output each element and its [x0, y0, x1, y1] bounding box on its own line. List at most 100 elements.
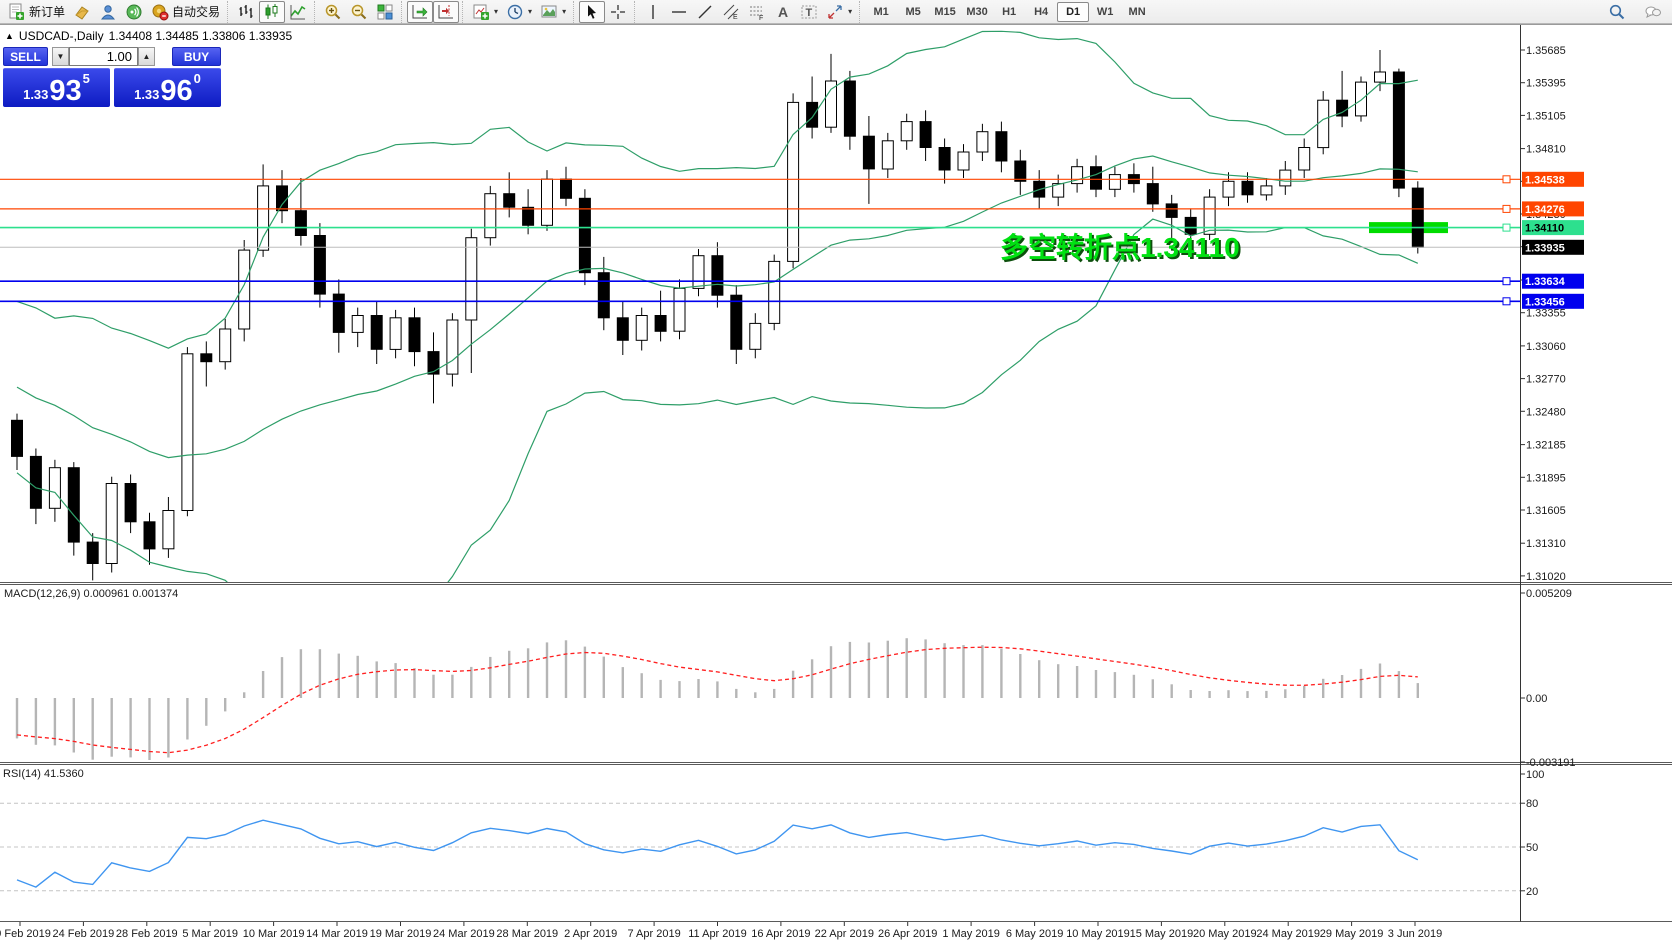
sell-price-box[interactable]: 1.33 93 5 — [3, 68, 110, 107]
sell-price-big: 93 — [49, 75, 82, 107]
cursor-button[interactable] — [579, 0, 606, 23]
bar-chart-button[interactable] — [233, 1, 259, 23]
toolbar-group — [227, 0, 311, 23]
toolbar-group — [401, 0, 460, 23]
sell-button[interactable]: SELL — [3, 47, 48, 66]
candlestick-chart-icon — [263, 3, 281, 21]
volume-field[interactable]: 1.00 — [69, 47, 138, 66]
equidistant-channel-button[interactable]: E — [718, 1, 744, 23]
price-axis[interactable]: 1.356851.353951.351051.348101.345201.342… — [1520, 45, 1566, 583]
svg-text:26 Apr 2019: 26 Apr 2019 — [878, 928, 937, 940]
timeframe-button-m15[interactable]: M15 — [934, 5, 956, 18]
svg-text:1 May 2019: 1 May 2019 — [942, 928, 999, 940]
horizontal-level-line[interactable] — [0, 223, 1520, 232]
fibonacci-button[interactable]: F — [744, 1, 770, 23]
svg-text:0.005209: 0.005209 — [1526, 588, 1572, 600]
svg-text:1.35395: 1.35395 — [1526, 78, 1566, 90]
timeframe-button-h1[interactable]: H1 — [1002, 5, 1017, 18]
indicators-button[interactable]: ▾ — [468, 1, 502, 23]
svg-text:28 Mar 2019: 28 Mar 2019 — [496, 928, 558, 940]
metaeditor-icon — [73, 3, 91, 21]
timeframe-button-m1[interactable]: M1 — [873, 5, 889, 18]
vertical-line-button[interactable] — [640, 1, 666, 23]
cursor-icon — [583, 3, 601, 21]
svg-text:3 Jun 2019: 3 Jun 2019 — [1388, 928, 1442, 940]
search-icon — [1608, 3, 1626, 21]
tile-windows-icon — [376, 3, 394, 21]
text-label-button[interactable]: T — [796, 1, 822, 23]
svg-text:20 May 2019: 20 May 2019 — [1193, 928, 1257, 940]
svg-text:2 Apr 2019: 2 Apr 2019 — [564, 928, 617, 940]
rsi-axis: 100 80 50 20 — [1520, 769, 1544, 898]
price-badge: 1.34538 — [1522, 171, 1584, 187]
timeframe-button-w1[interactable]: W1 — [1096, 5, 1114, 18]
svg-text:1.31605: 1.31605 — [1526, 505, 1566, 517]
zoom-out-button[interactable] — [346, 1, 372, 23]
chevron-down-icon: ▾ — [848, 7, 853, 16]
timeframe-button-mn[interactable]: MN — [1128, 5, 1146, 18]
auto-scroll-button[interactable] — [407, 0, 434, 23]
horizontal-line-icon — [670, 3, 688, 21]
timeframe-button-d1[interactable]: D1 — [1057, 1, 1090, 22]
volume-decrease-button[interactable]: ▼ — [52, 47, 69, 66]
templates-button[interactable]: ▾ — [536, 1, 570, 23]
new-order-icon — [8, 3, 26, 21]
horizontal-line-button[interactable] — [666, 1, 692, 23]
timeframe-button-h4[interactable]: H4 — [1034, 5, 1049, 18]
svg-text:50: 50 — [1526, 842, 1538, 854]
svg-text:24 May 2019: 24 May 2019 — [1256, 928, 1320, 940]
chat-button[interactable] — [1640, 1, 1666, 23]
volume-increase-button[interactable]: ▲ — [138, 47, 155, 66]
new-order-label: 新订单 — [29, 5, 66, 19]
svg-text:1.31020: 1.31020 — [1526, 571, 1566, 583]
line-chart-button[interactable] — [285, 1, 311, 23]
buy-price-box[interactable]: 1.33 96 0 — [114, 68, 221, 107]
price-badge: 1.33634 — [1522, 273, 1584, 289]
svg-text:24 Feb 2019: 24 Feb 2019 — [53, 928, 115, 940]
tile-windows-button[interactable] — [372, 1, 398, 23]
horizontal-level-line[interactable] — [0, 204, 1520, 213]
one-click-trading-panel: SELL ▼ 1.00 ▲ BUY 1.33 93 5 1.33 96 0 — [3, 47, 221, 107]
candlestick-chart-button[interactable] — [259, 0, 286, 23]
trendline-button[interactable] — [692, 1, 718, 23]
equidistant-channel-icon: E — [722, 3, 740, 21]
autotrading-button[interactable]: 自动交易 — [147, 1, 224, 23]
new-order-button[interactable]: 新订单 — [4, 1, 69, 23]
buy-price-small: 1.33 — [134, 87, 160, 102]
chart-window[interactable]: ▲ USDCAD-,Daily 1.34408 1.34485 1.33806 … — [0, 24, 1672, 947]
svg-text:多空转折点1.34110: 多空转折点1.34110 — [1000, 231, 1240, 263]
periods-button[interactable]: ▾ — [502, 1, 536, 23]
signals-button[interactable] — [121, 1, 147, 23]
svg-text:-0.003191: -0.003191 — [1526, 757, 1576, 769]
chevron-down-icon: ▾ — [494, 7, 499, 16]
horizontal-level-line[interactable] — [0, 277, 1520, 286]
horizontal-level-line[interactable] — [0, 175, 1520, 184]
metaeditor-button[interactable] — [69, 1, 95, 23]
buy-button[interactable]: BUY — [172, 47, 221, 66]
svg-text:28 Feb 2019: 28 Feb 2019 — [116, 928, 178, 940]
svg-text:1.33355: 1.33355 — [1526, 308, 1566, 320]
search-button[interactable] — [1604, 1, 1630, 23]
main-toolbar: 新订单 自动交易 ▾ ▾ ▾ E F A T ▾ M1 M5 M15 M30 H1 H4 D1 W1 MN — [0, 0, 1672, 24]
arrows-button[interactable]: ▾ — [822, 1, 856, 23]
svg-text:1.33060: 1.33060 — [1526, 341, 1566, 353]
bollinger-bands — [16, 30, 1419, 582]
chart-shift-icon — [437, 3, 455, 21]
chart-shift-button[interactable] — [433, 0, 460, 23]
timeframe-button-m5[interactable]: M5 — [905, 5, 921, 18]
timeframe-button-m30[interactable]: M30 — [966, 5, 988, 18]
autotrading-label: 自动交易 — [172, 5, 221, 19]
sell-price-sup: 5 — [82, 71, 90, 86]
crosshair-button[interactable] — [605, 1, 631, 23]
text-label-icon: T — [800, 3, 818, 21]
profile-button[interactable] — [95, 1, 121, 23]
zoom-in-button[interactable] — [320, 1, 346, 23]
horizontal-level-line[interactable] — [0, 297, 1520, 306]
collapse-quote-arrow[interactable]: ▲ — [5, 31, 14, 41]
text-button[interactable]: A — [770, 1, 796, 23]
svg-text:1.34276: 1.34276 — [1525, 204, 1565, 216]
autotrading-icon — [151, 3, 169, 21]
